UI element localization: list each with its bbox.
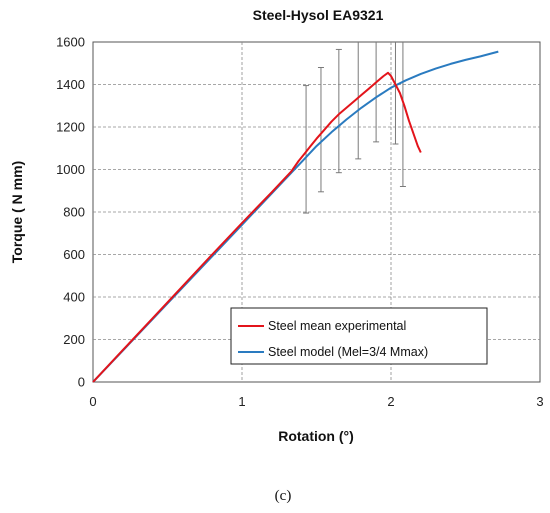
y-tick-label: 1000 xyxy=(56,162,85,177)
error-bar xyxy=(355,42,362,160)
y-tick-label: 1400 xyxy=(56,77,85,92)
error-bar xyxy=(399,42,406,187)
series-lines xyxy=(92,50,499,383)
y-tick-labels: 0 200 400 600 800 1000 1200 1400 1600 xyxy=(56,35,85,390)
x-tick-label: 1 xyxy=(238,394,245,409)
x-tick-label: 2 xyxy=(387,394,394,409)
error-bar xyxy=(373,42,380,143)
x-tick-label: 3 xyxy=(536,394,543,409)
y-axis-label: Torque ( N mm) xyxy=(9,161,25,263)
chart-title: Steel-Hysol EA9321 xyxy=(253,7,384,23)
legend-label-model: Steel model (Mel=3/4 Mmax) xyxy=(268,345,428,359)
error-bar xyxy=(317,67,324,193)
y-tick-label: 800 xyxy=(63,205,85,220)
y-tick-label: 600 xyxy=(63,247,85,262)
legend-label-experimental: Steel mean experimental xyxy=(268,319,406,333)
x-tick-labels: 0 1 2 3 xyxy=(89,394,543,409)
series-line-experimental xyxy=(92,71,422,383)
error-bars xyxy=(303,42,406,214)
y-tick-label: 0 xyxy=(78,375,85,390)
error-bar xyxy=(335,48,342,174)
y-tick-label: 400 xyxy=(63,290,85,305)
y-tick-label: 200 xyxy=(63,332,85,347)
y-tick-label: 1200 xyxy=(56,120,85,135)
figure-caption: (c) xyxy=(275,488,292,504)
y-tick-label: 1600 xyxy=(56,35,85,50)
series-line-model xyxy=(92,50,499,383)
x-axis-label: Rotation (°) xyxy=(278,428,354,444)
error-bar xyxy=(303,85,310,214)
error-bar xyxy=(392,42,399,145)
legend-box xyxy=(230,307,488,365)
legend: Steel mean experimental Steel model (Mel… xyxy=(230,307,488,365)
x-tick-label: 0 xyxy=(89,394,96,409)
